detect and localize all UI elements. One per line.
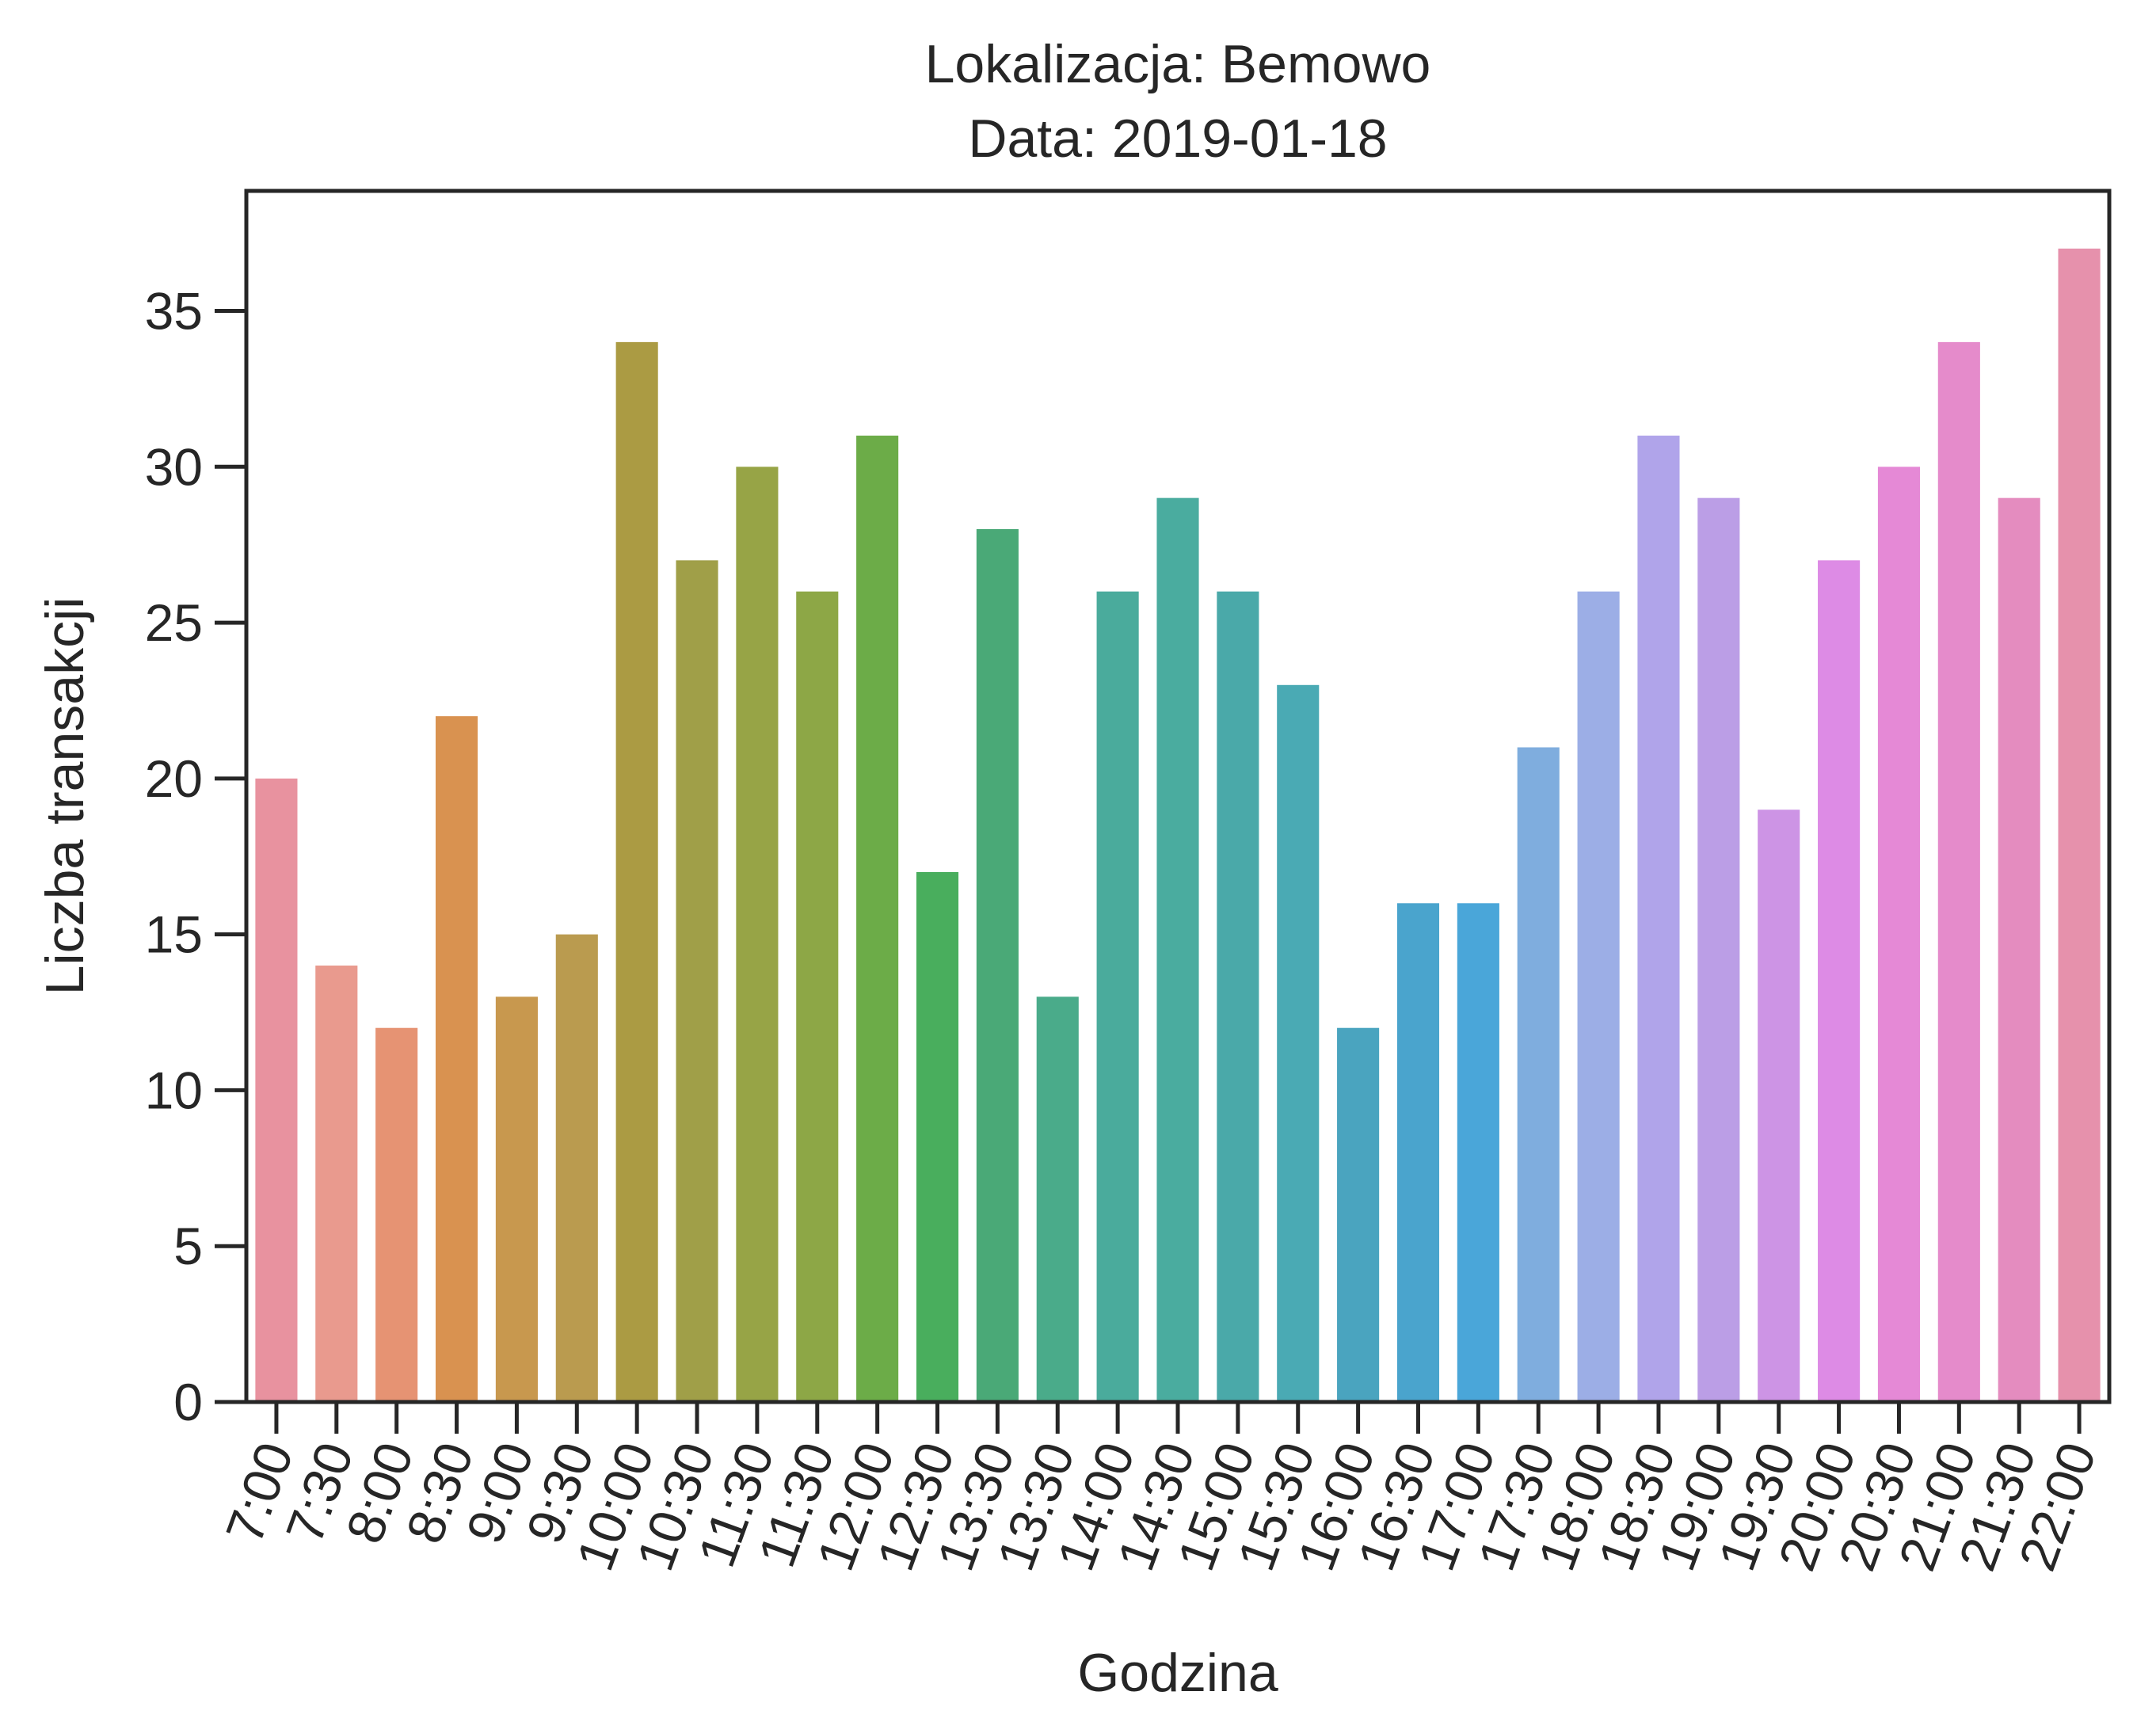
bars-group bbox=[255, 248, 2101, 1403]
chart-title-line2: Data: 2019-01-18 bbox=[968, 109, 1387, 169]
x-axis-label: Godzina bbox=[1077, 1643, 1278, 1703]
bar-24 bbox=[1697, 497, 1740, 1403]
bar-10 bbox=[856, 435, 899, 1403]
bar-8 bbox=[736, 467, 779, 1402]
y-tick-label: 35 bbox=[145, 282, 203, 341]
bar-27 bbox=[1877, 467, 1921, 1402]
bar-29 bbox=[1998, 497, 2040, 1403]
bar-2 bbox=[375, 1027, 418, 1402]
bar-5 bbox=[555, 934, 598, 1402]
bar-0 bbox=[255, 778, 298, 1402]
bar-22 bbox=[1577, 591, 1620, 1402]
chart-title-line1: Lokalizacja: Bemowo bbox=[925, 34, 1431, 94]
bar-20 bbox=[1457, 903, 1499, 1402]
bar-21 bbox=[1517, 747, 1560, 1402]
x-axis: 7:007:308:008:309:009:3010:0010:3011:301… bbox=[215, 1402, 2107, 1578]
y-tick-label: 20 bbox=[145, 749, 203, 808]
bar-13 bbox=[1036, 996, 1079, 1402]
bar-12 bbox=[976, 529, 1019, 1402]
plot-frame bbox=[244, 189, 2112, 1404]
bar-3 bbox=[435, 716, 478, 1402]
bar-28 bbox=[1937, 341, 1980, 1402]
y-tick-label: 10 bbox=[145, 1061, 203, 1119]
y-tick-label: 0 bbox=[173, 1373, 203, 1431]
y-axis-label: Liczba transakcji bbox=[35, 597, 95, 996]
bar-7 bbox=[676, 560, 718, 1402]
bar-25 bbox=[1758, 810, 1800, 1402]
y-tick-label: 5 bbox=[173, 1217, 203, 1275]
bar-16 bbox=[1217, 591, 1259, 1402]
bar-17 bbox=[1277, 684, 1320, 1402]
bar-26 bbox=[1818, 560, 1861, 1402]
bar-18 bbox=[1337, 1027, 1380, 1402]
y-axis: 0 5 10 15 20 25 30 35 bbox=[145, 282, 246, 1431]
y-tick-label: 15 bbox=[145, 905, 203, 964]
bar-9 bbox=[796, 591, 839, 1402]
bar-19 bbox=[1396, 903, 1440, 1402]
bar-15 bbox=[1156, 497, 1199, 1403]
bar-11 bbox=[916, 871, 959, 1402]
bar-30 bbox=[2058, 248, 2101, 1402]
bar-23 bbox=[1637, 435, 1680, 1403]
bar-6 bbox=[615, 341, 658, 1402]
y-tick-label: 30 bbox=[145, 437, 203, 496]
bar-14 bbox=[1096, 591, 1139, 1402]
bar-4 bbox=[495, 996, 538, 1402]
y-tick-label: 25 bbox=[145, 593, 203, 652]
bar-1 bbox=[315, 966, 358, 1402]
